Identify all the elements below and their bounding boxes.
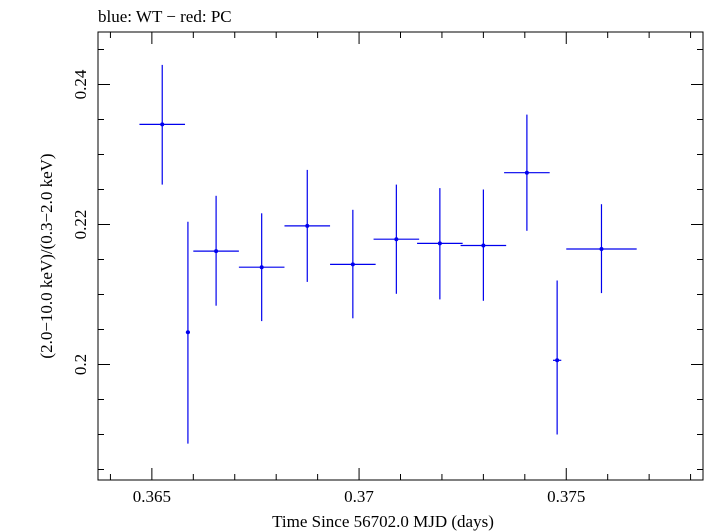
data-series-0	[139, 64, 637, 444]
data-point	[417, 188, 463, 300]
plot-frame	[97, 31, 704, 481]
data-marker	[185, 330, 190, 335]
chart-title: blue: WT − red: PC	[98, 7, 232, 26]
data-point	[552, 280, 562, 435]
data-marker	[437, 241, 442, 246]
data-marker	[259, 265, 264, 270]
x-axis-label: Time Since 56702.0 MJD (days)	[272, 512, 494, 531]
data-point	[330, 209, 376, 319]
data-marker	[214, 249, 219, 254]
data-marker	[394, 237, 399, 242]
y-axis-ticks	[98, 49, 703, 470]
y-tick-label: 0.24	[71, 69, 90, 99]
data-point	[193, 195, 239, 306]
y-axis-tick-labels: 0.2 0.22 0.24	[71, 69, 90, 375]
x-tick-label: 0.375	[547, 487, 585, 506]
x-axis-tick-labels: 0.365 0.37 0.375	[133, 487, 586, 506]
data-point	[373, 184, 420, 294]
data-point	[504, 114, 550, 231]
data-point	[238, 213, 285, 322]
data-point	[460, 189, 507, 301]
data-marker	[305, 223, 310, 228]
y-tick-label: 0.22	[71, 210, 90, 240]
x-tick-label: 0.365	[133, 487, 171, 506]
y-tick-label: 0.2	[71, 354, 90, 375]
data-point	[139, 64, 186, 185]
x-axis-ticks	[109, 32, 692, 480]
data-marker	[160, 122, 165, 127]
data-marker	[555, 358, 560, 363]
data-point	[185, 221, 190, 444]
data-point	[284, 169, 331, 282]
data-marker	[350, 262, 355, 267]
data-marker	[599, 247, 604, 251]
y-axis-label: (2.0−10.0 keV)/(0.3−2.0 keV)	[37, 153, 56, 358]
x-tick-label: 0.37	[344, 487, 374, 506]
data-marker	[524, 170, 529, 175]
data-point	[566, 204, 637, 294]
data-marker	[481, 243, 486, 248]
